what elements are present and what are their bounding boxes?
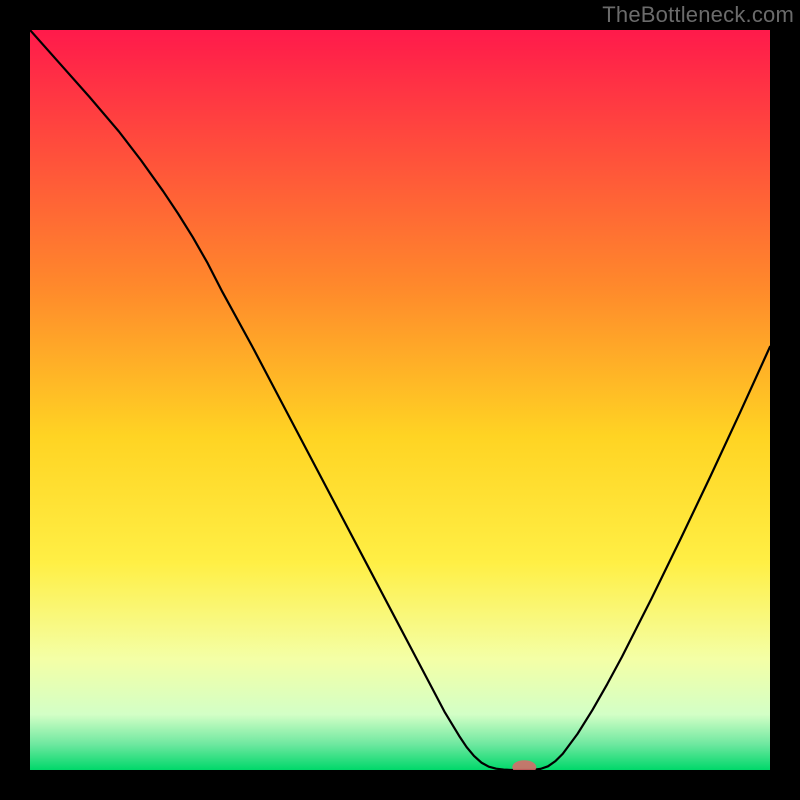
chart-svg — [0, 0, 800, 800]
plot-background — [30, 30, 770, 770]
watermark-label: TheBottleneck.com — [602, 2, 794, 28]
bottleneck-chart: TheBottleneck.com — [0, 0, 800, 800]
